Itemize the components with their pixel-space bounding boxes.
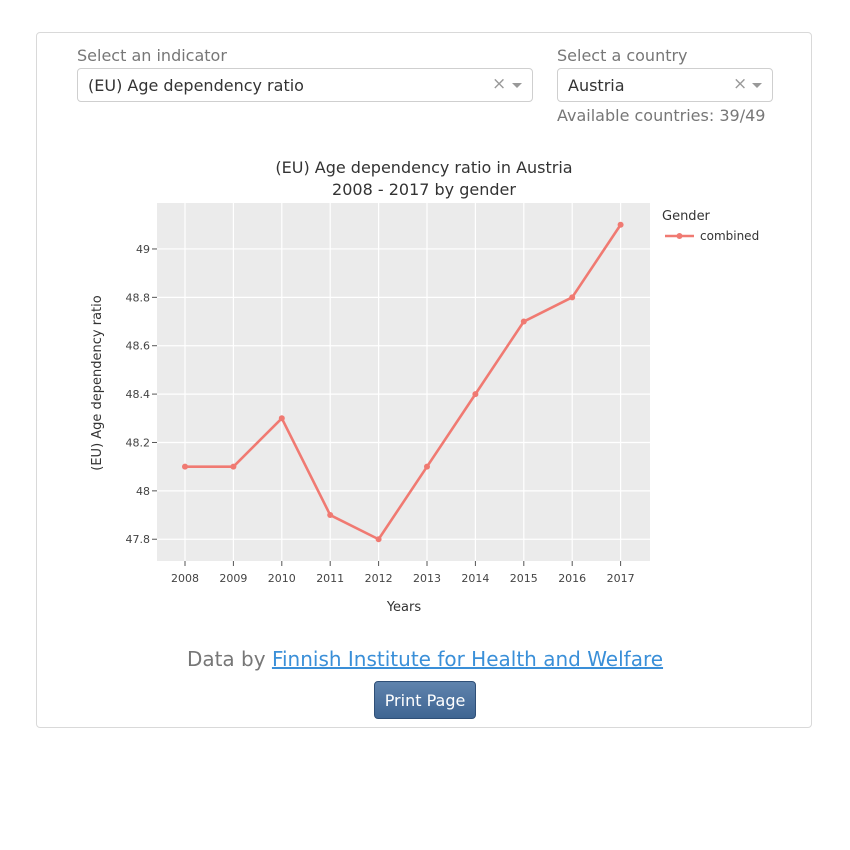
y-tick-label: 47.8 — [126, 533, 151, 546]
chart-subtitle: 2008 - 2017 by gender — [332, 180, 516, 199]
y-tick-label: 48.8 — [126, 291, 151, 304]
y-axis-title: (EU) Age dependency ratio — [90, 295, 105, 471]
series-line-combined — [185, 224, 622, 541]
x-tick-label: 2009 — [219, 572, 247, 585]
indicator-value: (EU) Age dependency ratio — [88, 76, 304, 95]
data-point — [424, 463, 430, 470]
print-page-button[interactable]: Print Page — [374, 681, 476, 719]
chevron-down-icon[interactable] — [752, 83, 762, 88]
data-point — [278, 415, 285, 422]
data-point — [182, 463, 188, 470]
data-point — [230, 463, 237, 470]
data-credit: Data by Finnish Institute for Health and… — [0, 647, 850, 671]
indicator-select[interactable]: (EU) Age dependency ratio × — [77, 68, 533, 102]
chevron-down-icon[interactable] — [512, 83, 522, 88]
legend-label: combined — [700, 229, 759, 243]
legend-swatch-point — [676, 233, 683, 239]
clear-icon[interactable]: × — [492, 74, 507, 94]
data-point — [617, 221, 624, 228]
credit-prefix: Data by — [186, 647, 272, 671]
legend-title: Gender — [662, 209, 711, 224]
legend: Gender combined — [662, 209, 759, 243]
data-point — [327, 512, 334, 519]
y-tick-label: 48.2 — [126, 436, 151, 449]
plot-background — [157, 203, 650, 561]
x-tick-label: 2014 — [461, 572, 489, 585]
country-label: Select a country — [557, 46, 688, 65]
country-value: Austria — [568, 76, 625, 95]
x-axis: 2008 2009 2010 2011 2012 2013 2014 2015 2016 2017 — [171, 561, 635, 585]
line-chart: (EU) Age dependency ratio in Austria 200… — [90, 158, 759, 615]
x-tick-label: 2008 — [171, 572, 199, 585]
data-point — [520, 318, 527, 325]
x-tick-label: 2013 — [413, 572, 441, 585]
clear-icon[interactable]: × — [733, 74, 748, 94]
x-tick-label: 2015 — [510, 572, 538, 585]
grid — [157, 203, 650, 561]
credit-link[interactable]: Finnish Institute for Health and Welfare — [271, 647, 664, 671]
y-axis: 47.8 48 48.2 48.4 48.6 48.8 49 — [126, 243, 157, 546]
x-tick-label: 2012 — [365, 572, 393, 585]
available-countries: Available countries: 39/49 — [557, 106, 766, 125]
x-tick-label: 2016 — [558, 572, 586, 585]
chart-title: (EU) Age dependency ratio in Austria — [275, 158, 572, 177]
data-point — [472, 391, 479, 398]
y-tick-label: 48.6 — [126, 340, 151, 353]
data-point — [569, 294, 576, 301]
series-layer — [182, 221, 624, 543]
y-tick-label: 48.4 — [126, 388, 151, 401]
x-tick-label: 2011 — [316, 572, 344, 585]
main-panel — [36, 32, 812, 728]
y-tick-label: 49 — [136, 243, 150, 256]
country-select[interactable]: Austria × — [557, 68, 773, 102]
data-point — [375, 536, 382, 543]
x-tick-label: 2010 — [268, 572, 296, 585]
y-tick-label: 48 — [136, 485, 150, 498]
indicator-label: Select an indicator — [77, 46, 227, 65]
x-axis-title: Years — [386, 600, 422, 615]
x-tick-label: 2017 — [607, 572, 635, 585]
